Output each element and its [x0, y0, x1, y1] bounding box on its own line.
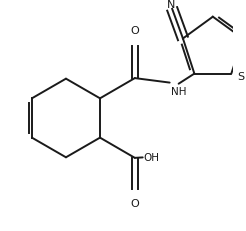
Text: OH: OH	[144, 152, 160, 162]
Text: NH: NH	[171, 87, 186, 97]
Text: S: S	[237, 72, 244, 82]
Text: N: N	[166, 0, 175, 10]
Text: O: O	[130, 198, 139, 208]
Text: O: O	[130, 26, 139, 36]
